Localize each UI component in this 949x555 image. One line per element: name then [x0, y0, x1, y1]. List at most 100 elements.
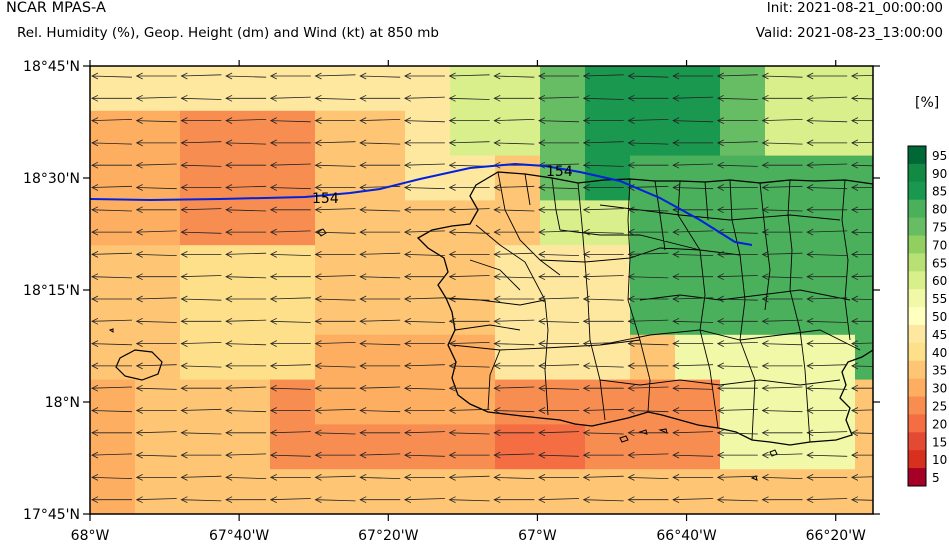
rh-cell — [675, 66, 721, 112]
wind-arrow — [851, 295, 873, 303]
rh-cell — [90, 469, 136, 514]
wind-arrow — [851, 161, 873, 169]
wind-arrow — [225, 317, 267, 325]
wind-arrow — [448, 407, 490, 414]
wind-arrow — [180, 94, 222, 102]
wind-arrow — [851, 228, 873, 236]
rh-cell — [90, 290, 136, 336]
rh-cell — [495, 245, 541, 291]
wind-arrow — [538, 317, 580, 325]
wind-arrow — [225, 184, 267, 191]
rh-cell — [540, 110, 586, 157]
wind-arrow — [269, 251, 311, 258]
wind-arrow — [314, 295, 356, 303]
wind-arrow — [493, 139, 535, 147]
wind-arrow — [225, 407, 267, 414]
colorbar-swatch — [908, 199, 926, 218]
colorbar-swatch — [908, 360, 926, 379]
wind-arrow — [538, 228, 580, 236]
rh-cell — [225, 245, 271, 291]
rh-cell — [765, 290, 811, 336]
rh-cell — [360, 424, 406, 470]
rh-cell — [495, 66, 541, 112]
rh-cell — [135, 245, 181, 291]
wind-arrow — [404, 295, 445, 303]
wind-arrow — [404, 72, 445, 80]
wind-arrow — [314, 451, 356, 459]
rh-cell — [720, 66, 766, 112]
wind-arrow — [806, 384, 848, 392]
wind-arrow — [672, 407, 714, 414]
wind-arrow — [314, 496, 356, 504]
rh-cell — [180, 424, 226, 470]
rh-cell — [495, 334, 541, 381]
wind-arrow — [135, 117, 177, 124]
wind-arrow — [135, 139, 177, 147]
wind-arrow — [716, 317, 758, 325]
rh-cell — [855, 245, 873, 291]
wind-arrow — [314, 139, 356, 147]
wind-arrow — [135, 161, 177, 169]
wind-arrow — [314, 340, 356, 347]
wind-arrow — [672, 228, 714, 236]
wind-arrow — [448, 184, 490, 191]
rh-cell — [270, 66, 316, 112]
wind-arrow — [806, 407, 848, 414]
wind-arrow — [269, 429, 311, 437]
wind-arrow — [538, 295, 580, 303]
colorbar-swatch — [908, 235, 926, 254]
wind-arrow — [761, 429, 803, 437]
rh-cell — [450, 155, 496, 201]
rh-cell — [810, 155, 856, 201]
lat-tick-label: 18°45'N — [23, 59, 80, 75]
rh-cell — [405, 424, 451, 470]
wind-arrow — [314, 429, 356, 437]
wind-arrow — [761, 184, 803, 191]
rh-cell — [135, 200, 181, 246]
rh-cell — [405, 379, 451, 425]
rh-cell — [90, 110, 136, 157]
wind-arrow — [672, 340, 714, 347]
rh-cell — [495, 469, 541, 514]
colorbar-swatch — [908, 414, 926, 433]
colorbar-swatch — [908, 378, 926, 397]
rh-cell — [540, 469, 586, 514]
rh-cell — [270, 379, 316, 425]
rh-cell — [585, 379, 631, 425]
wind-arrow — [91, 384, 133, 392]
wind-arrow — [448, 251, 490, 258]
wind-arrow — [493, 72, 535, 80]
colorbar-swatch — [908, 289, 926, 308]
colorbar-label: 20 — [932, 417, 947, 431]
rh-cell — [630, 66, 676, 112]
wind-arrow — [538, 384, 580, 392]
wind-arrow — [135, 317, 177, 325]
wind-arrow — [404, 340, 445, 347]
wind-arrow — [761, 117, 803, 124]
rh-cell — [810, 379, 856, 425]
rh-cell — [720, 424, 766, 470]
rh-cell — [315, 245, 361, 291]
wind-arrow — [493, 206, 535, 214]
wind-arrow — [404, 273, 445, 281]
rh-cell — [630, 379, 676, 425]
rh-cell — [585, 110, 631, 157]
wind-arrow — [448, 451, 490, 459]
wind-arrow — [627, 117, 669, 124]
wind-arrow — [582, 273, 624, 281]
wind-arrow — [851, 362, 873, 370]
wind-arrow — [180, 251, 222, 258]
rh-cell — [495, 379, 541, 425]
wind-arrow — [716, 117, 758, 124]
colorbar-label: 60 — [932, 274, 947, 288]
lon-tick-label: 68°W — [71, 528, 110, 544]
rh-cell — [360, 245, 406, 291]
wind-arrow — [448, 273, 490, 281]
colorbar-label: 35 — [932, 364, 947, 378]
wind-arrow — [225, 384, 267, 392]
wind-arrow — [269, 474, 311, 481]
height-contour-154 — [90, 162, 753, 246]
rh-cell — [315, 290, 361, 336]
wind-arrow — [538, 474, 579, 481]
wind-arrow — [582, 72, 624, 80]
